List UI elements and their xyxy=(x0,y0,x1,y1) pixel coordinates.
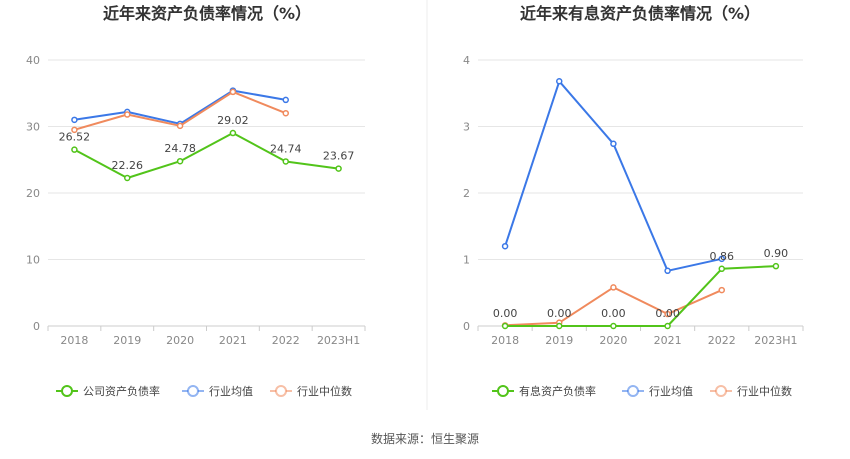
chart1-y-tick-label: 20 xyxy=(26,187,40,200)
chart2-legend-label-3: 行业中位数 xyxy=(737,384,792,398)
chart2-y-tick-label: 4 xyxy=(463,54,470,67)
chart2-y-tick-label: 3 xyxy=(463,121,470,134)
chart2-x-tick-label: 2021 xyxy=(654,334,682,347)
chart2-legend-marker-2 xyxy=(627,385,639,397)
chart1-legend-label-2: 行业均值 xyxy=(209,385,253,398)
chart2-data-label: 0.86 xyxy=(710,250,735,263)
chart2-data-point xyxy=(664,322,671,330)
chart2-data-point xyxy=(664,267,671,275)
chart1-data-point xyxy=(71,126,78,134)
chart2-x-tick-label: 2022 xyxy=(708,334,736,347)
chart1-data-point xyxy=(124,174,131,182)
chart2-legend-label-1: 有息资产负债率 xyxy=(519,384,596,398)
source-label: 数据来源：恒生聚源 xyxy=(371,431,479,446)
chart2-data-label: 0.00 xyxy=(655,307,680,320)
chart1-x-tick-label: 2022 xyxy=(272,334,300,347)
chart2-y-tick-label: 0 xyxy=(463,320,470,333)
chart2-data-point xyxy=(772,262,780,270)
chart2-data-point xyxy=(501,322,509,330)
chart2-data-point xyxy=(664,310,671,318)
chart1-data-label: 23.67 xyxy=(323,150,355,163)
chart1-x-tick-label: 2019 xyxy=(113,334,141,347)
chart1-data-point xyxy=(176,122,184,130)
chart2-x-tick-label: 2023H1 xyxy=(754,334,797,347)
chart1-data-point xyxy=(282,158,289,165)
chart2-data-point xyxy=(718,255,725,263)
chart1-x-tick-label: 2021 xyxy=(219,334,247,347)
chart1-data-label: 24.78 xyxy=(164,142,196,155)
chart1-title: 近年来资产负债率情况（%） xyxy=(103,4,311,23)
chart1-data-point xyxy=(282,109,289,117)
chart1-legend-marker-3 xyxy=(275,385,287,397)
chart1-y-tick-label: 40 xyxy=(26,54,40,67)
chart1-data-point xyxy=(124,111,131,118)
chart1-data-label: 24.74 xyxy=(270,142,302,155)
chart1-x-tick-label: 2020 xyxy=(166,334,194,347)
chart1-data-point xyxy=(335,165,342,172)
chart2-data-point xyxy=(718,286,725,294)
chart2-y-tick-label: 1 xyxy=(463,254,470,267)
chart1-series-line-1 xyxy=(73,132,339,179)
chart2-series-line-1 xyxy=(505,265,776,327)
chart2-legend-marker-3 xyxy=(715,385,727,397)
chart1-data-label: 22.26 xyxy=(112,159,144,172)
chart2-data-point xyxy=(610,284,617,291)
chart2-legend-marker-1 xyxy=(497,385,509,397)
chart1-data-point xyxy=(282,96,289,104)
chart2-x-tick-label: 2018 xyxy=(491,334,519,347)
chart1-x-tick-label: 2018 xyxy=(60,334,88,347)
chart1-data-point xyxy=(229,129,237,137)
chart1-data-label: 26.52 xyxy=(59,131,91,144)
chart1-x-tick-label: 2023H1 xyxy=(317,334,360,347)
chart1-series-line-2 xyxy=(74,89,286,125)
chart2-title: 近年来有息资产负债率情况（%） xyxy=(520,4,760,23)
chart1-data-point xyxy=(71,146,78,153)
chart2-data-label: 0.00 xyxy=(493,307,518,320)
chart1-legend-marker-1 xyxy=(61,385,73,397)
chart1-legend-label-3: 行业中位数 xyxy=(297,384,352,398)
chart1-y-tick-label: 10 xyxy=(26,254,40,267)
chart2-y-tick-label: 2 xyxy=(463,187,470,200)
chart2-data-point xyxy=(610,140,617,148)
chart2-data-label: 0.90 xyxy=(764,247,789,260)
chart2-data-point xyxy=(610,322,617,330)
chart2-series-line-2 xyxy=(504,80,723,272)
chart2-data-label: 0.00 xyxy=(547,307,572,320)
chart1-data-label: 29.02 xyxy=(217,114,249,127)
chart2-data-point xyxy=(501,242,509,250)
chart1-y-tick-label: 0 xyxy=(33,320,40,333)
chart2-x-tick-label: 2019 xyxy=(545,334,573,347)
chart1-data-point xyxy=(229,88,237,96)
chart2-x-tick-label: 2020 xyxy=(599,334,627,347)
chart1-data-point xyxy=(71,116,78,124)
chart2-data-point xyxy=(556,322,563,330)
chart2-data-label: 0.00 xyxy=(601,307,626,320)
chart1-data-point xyxy=(176,157,184,165)
chart2-data-point xyxy=(718,265,725,273)
chart1-legend-marker-2 xyxy=(187,385,199,397)
chart1-legend-label-1: 公司资产负债率 xyxy=(83,384,160,398)
chart1-y-tick-label: 30 xyxy=(26,121,40,134)
chart2-legend-label-2: 行业均值 xyxy=(649,385,693,398)
chart2-data-point xyxy=(556,78,563,85)
